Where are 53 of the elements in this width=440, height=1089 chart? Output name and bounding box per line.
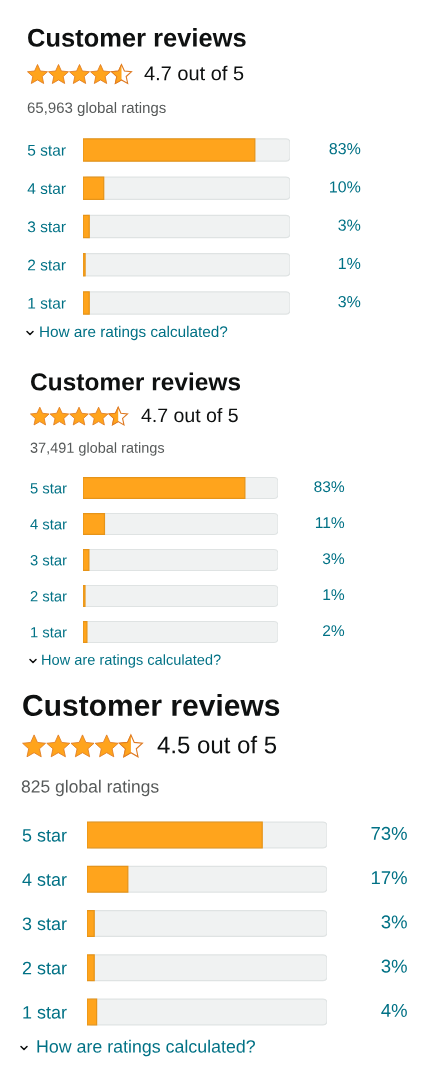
bar [83, 176, 105, 200]
text: How are ratings calculated? [40, 325, 228, 341]
bar [87, 998, 98, 1026]
text: 37,491 global ratings [30, 442, 165, 456]
y-tick-label: 5 star [30, 483, 67, 494]
y-tick-label: 4 star [22, 873, 67, 886]
bar [83, 253, 86, 277]
data-label: 73% [371, 826, 407, 840]
data-label: 17% [371, 871, 407, 885]
data-label: 10% [330, 181, 361, 193]
data-label: 3% [381, 915, 407, 929]
data-label: 3% [381, 959, 407, 973]
bar [87, 865, 129, 893]
chart-title: Customer reviews [31, 372, 241, 391]
data-label: 83% [314, 481, 345, 493]
y-tick-label: 1 star [31, 627, 67, 638]
data-label: 2% [323, 625, 345, 637]
y-tick-label: 3 star [27, 221, 66, 233]
y-tick-label: 2 star [30, 591, 67, 602]
chart-subtitle: 4.5 out of 5 [157, 735, 277, 754]
bar [87, 910, 95, 937]
y-tick-label: 4 star [30, 519, 67, 530]
y-tick-label: 3 star [22, 917, 67, 931]
y-tick-label: 4 star [27, 183, 66, 195]
y-tick-label: 2 star [28, 259, 66, 271]
data-label: 11% [315, 517, 345, 529]
bar [83, 620, 88, 644]
chart-title: Customer reviews [23, 694, 280, 717]
bar [83, 548, 90, 572]
data-label: 3% [338, 219, 361, 231]
y-tick-label: 1 star [28, 297, 66, 309]
data-label: 3% [338, 295, 361, 308]
y-tick-label: 5 star [22, 829, 67, 842]
chart-subtitle: 4.7 out of 5 [144, 65, 244, 81]
bar [87, 954, 95, 982]
data-label: 1% [338, 257, 361, 269]
chart-subtitle: 4.7 out of 5 [141, 407, 238, 423]
chart-title: Customer reviews [28, 28, 246, 47]
text: How are ratings calculated? [42, 654, 221, 668]
text: 65,963 global ratings [27, 102, 166, 116]
text: How are ratings calculated? [37, 1039, 255, 1057]
data-label: 4% [381, 1003, 407, 1017]
y-tick-label: 2 star [22, 961, 67, 975]
y-tick-label: 3 star [30, 555, 67, 566]
bar [83, 512, 106, 536]
y-tick-label: 1 star [23, 1006, 67, 1019]
text: 825 global ratings [21, 779, 159, 797]
data-label: 1% [323, 589, 345, 601]
bar [83, 214, 90, 239]
data-label: 3% [322, 553, 345, 565]
y-tick-label: 5 star [27, 144, 66, 156]
data-label: 83% [329, 142, 361, 155]
bar [83, 291, 90, 315]
